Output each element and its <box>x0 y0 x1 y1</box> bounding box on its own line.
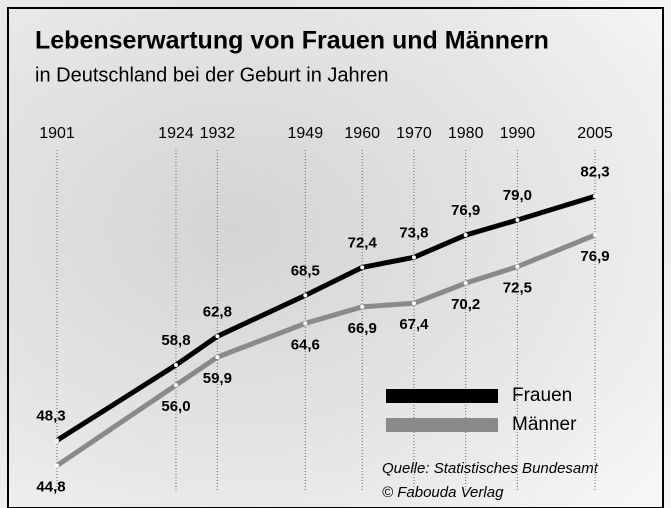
value-label: 72,5 <box>503 280 532 297</box>
x-tick-label: 1932 <box>200 125 236 142</box>
legend-label: Männer <box>512 414 577 435</box>
value-label: 72,4 <box>348 234 378 251</box>
point <box>303 293 307 297</box>
x-tick-label: 1990 <box>500 125 536 142</box>
point <box>360 305 364 309</box>
x-tick-label: 1980 <box>448 125 484 142</box>
point <box>515 265 519 269</box>
x-tick-label: 1924 <box>158 125 194 142</box>
point <box>303 321 307 325</box>
value-label: 76,9 <box>451 202 480 219</box>
x-tick-label: 1949 <box>288 125 324 142</box>
chart-subtitle: in Deutschland bei der Geburt in Jahren <box>35 64 389 86</box>
chart: Lebenserwartung von Frauen und Männern i… <box>0 0 671 508</box>
legend-label: Frauen <box>512 385 572 406</box>
x-tick-label: 2005 <box>577 125 613 142</box>
value-label: 62,8 <box>203 303 232 320</box>
value-label: 67,4 <box>399 316 429 333</box>
value-label: 70,2 <box>451 296 480 313</box>
point <box>593 194 597 198</box>
point <box>412 301 416 305</box>
value-label: 79,0 <box>503 187 532 204</box>
value-label: 82,3 <box>580 163 609 180</box>
copyright: © Fabouda Verlag <box>382 484 504 501</box>
page: Lebenserwartung von Frauen und Männern i… <box>0 0 671 508</box>
value-label: 56,0 <box>161 398 190 415</box>
point <box>515 218 519 222</box>
source: Quelle: Statistisches Bundesamt <box>382 460 599 477</box>
value-label: 66,9 <box>348 320 377 337</box>
point <box>464 281 468 285</box>
value-label: 64,6 <box>291 336 320 353</box>
value-label: 44,8 <box>36 479 65 496</box>
legend-swatch <box>386 389 498 403</box>
chart-title: Lebenserwartung von Frauen und Männern <box>35 27 549 55</box>
point <box>174 363 178 367</box>
point <box>464 233 468 237</box>
point <box>360 265 364 269</box>
point <box>412 255 416 259</box>
x-tick-label: 1970 <box>396 125 432 142</box>
value-label: 76,9 <box>580 248 609 265</box>
value-label: 73,8 <box>399 224 428 241</box>
value-label: 48,3 <box>36 407 65 424</box>
x-tick-label: 1901 <box>39 125 75 142</box>
point <box>55 438 59 442</box>
point <box>174 383 178 387</box>
point <box>215 355 219 359</box>
point <box>55 464 59 468</box>
value-label: 59,9 <box>203 370 232 387</box>
legend-swatch <box>386 418 498 432</box>
value-label: 58,8 <box>161 332 190 349</box>
value-label: 68,5 <box>291 262 320 279</box>
point <box>215 334 219 338</box>
point <box>593 233 597 237</box>
x-tick-label: 1960 <box>344 125 380 142</box>
